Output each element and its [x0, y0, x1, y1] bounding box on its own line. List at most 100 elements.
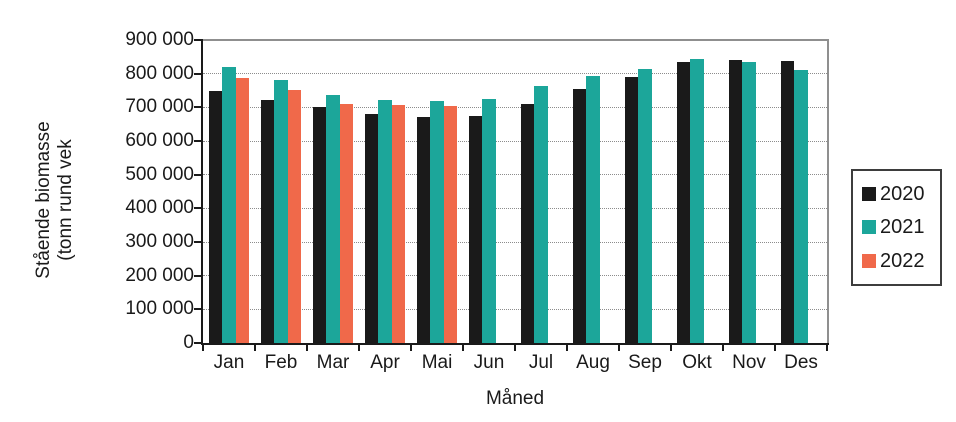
y-tick-100000	[194, 308, 201, 311]
y-tick-800000	[194, 72, 201, 75]
bar-2021-sep	[638, 68, 652, 343]
y-tick-label-200000: 200 000	[125, 264, 194, 286]
bar-2020-mar	[313, 107, 327, 343]
bar-2020-sep	[625, 77, 639, 343]
bar-2021-mar	[326, 94, 340, 343]
legend-item-2020: 2020	[862, 183, 940, 205]
bar-2021-feb	[274, 79, 288, 343]
bar-2022-feb	[287, 89, 301, 343]
bar-2020-apr	[365, 114, 379, 343]
y-tick-300000	[194, 241, 201, 243]
bar-2020-feb	[261, 99, 275, 343]
x-tick-label-mar: Mar	[316, 352, 350, 373]
bar-2021-mai	[430, 100, 444, 343]
gridline-400000	[203, 207, 827, 209]
bar-2020-nov	[729, 60, 743, 343]
x-tick-12	[826, 345, 828, 351]
x-tick-label-apr: Apr	[370, 352, 400, 373]
y-tick-label-400000: 400 000	[125, 197, 194, 219]
x-tick-label-aug: Aug	[576, 352, 610, 373]
y-tick-label-900000: 900 000	[125, 29, 194, 50]
y-tick-200000	[194, 274, 201, 277]
gridline-600000	[203, 140, 827, 142]
y-tick-0	[194, 342, 201, 344]
x-tick-10	[722, 345, 724, 351]
y-tick-900000	[194, 39, 201, 41]
y-axis-title-line2: (tonn rund vek	[55, 139, 76, 261]
bar-2020-jan	[209, 90, 223, 343]
bar-2021-nov	[742, 62, 756, 343]
bar-2022-mai	[443, 105, 457, 343]
y-tick-500000	[194, 173, 201, 176]
y-tick-600000	[194, 140, 201, 142]
x-tick-8	[618, 345, 620, 351]
x-tick-0	[202, 345, 204, 351]
y-tick-label-300000: 300 000	[125, 231, 194, 252]
bar-2021-des	[794, 69, 808, 343]
y-tick-label-100000: 100 000	[125, 298, 194, 320]
gridline-500000	[203, 174, 827, 176]
x-tick-label-nov: Nov	[732, 352, 766, 373]
bar-2020-mai	[417, 117, 431, 343]
gridline-700000	[203, 106, 827, 108]
x-tick-label-sep: Sep	[628, 352, 662, 373]
gridline-300000	[203, 241, 827, 243]
bar-2021-jul	[534, 86, 548, 343]
x-tick-1	[254, 345, 256, 351]
x-tick-6	[514, 345, 516, 351]
bar-2021-aug	[586, 76, 600, 343]
legend-swatch-2022	[862, 254, 876, 269]
plot-border-right	[827, 39, 829, 345]
x-tick-4	[410, 345, 412, 351]
y-tick-label-0: 0	[183, 332, 194, 353]
legend-label-2020: 2020	[880, 182, 925, 205]
y-tick-label-700000: 700 000	[125, 96, 194, 118]
gridline-200000	[203, 275, 827, 277]
legend-item-2021: 2021	[862, 216, 940, 238]
legend: 2020 2021 2022	[851, 169, 942, 286]
bar-2020-okt	[677, 61, 691, 343]
legend-swatch-2020	[862, 186, 876, 201]
x-tick-2	[306, 345, 308, 351]
x-tick-label-jun: Jun	[473, 352, 505, 373]
y-tick-label-800000: 800 000	[125, 62, 194, 84]
bar-2020-des	[781, 61, 795, 343]
x-axis-line	[201, 343, 829, 345]
x-tick-label-okt: Okt	[682, 352, 712, 373]
x-tick-5	[462, 345, 464, 351]
y-tick-700000	[194, 106, 201, 109]
y-axis-line	[201, 39, 203, 345]
y-tick-400000	[194, 207, 201, 210]
legend-label-2021: 2021	[880, 216, 925, 239]
y-tick-label-500000: 500 000	[125, 163, 194, 185]
bar-2021-apr	[378, 100, 392, 343]
legend-label-2022: 2022	[880, 250, 925, 273]
bar-2021-jan	[222, 66, 236, 343]
bar-2021-okt	[690, 58, 704, 343]
x-tick-label-des: Des	[784, 352, 818, 373]
y-tick-label-600000: 600 000	[125, 130, 194, 151]
gridline-100000	[203, 308, 827, 310]
y-axis-title: Stående biomasse (tonn rund vek	[33, 40, 77, 360]
legend-swatch-2021	[862, 220, 876, 235]
bar-2021-jun	[482, 98, 496, 343]
bar-2020-jun	[469, 115, 483, 343]
x-tick-label-mai: Mai	[421, 352, 453, 373]
x-tick-3	[358, 345, 360, 351]
x-tick-11	[774, 345, 776, 351]
x-tick-label-feb: Feb	[264, 352, 298, 373]
bar-2020-jul	[521, 103, 535, 343]
bar-2020-aug	[573, 88, 587, 343]
bar-2022-jan	[235, 78, 249, 343]
bar-2022-apr	[391, 105, 405, 343]
x-axis-title: Måned	[485, 388, 545, 409]
gridline-800000	[203, 73, 827, 75]
plot-border-top	[203, 39, 829, 41]
x-tick-label-jul: Jul	[528, 352, 554, 373]
x-tick-7	[566, 345, 568, 351]
bar-2022-mar	[339, 103, 353, 343]
y-axis-title-line1: Stående biomasse	[33, 121, 54, 279]
x-tick-9	[670, 345, 672, 351]
x-tick-label-jan: Jan	[213, 352, 245, 373]
